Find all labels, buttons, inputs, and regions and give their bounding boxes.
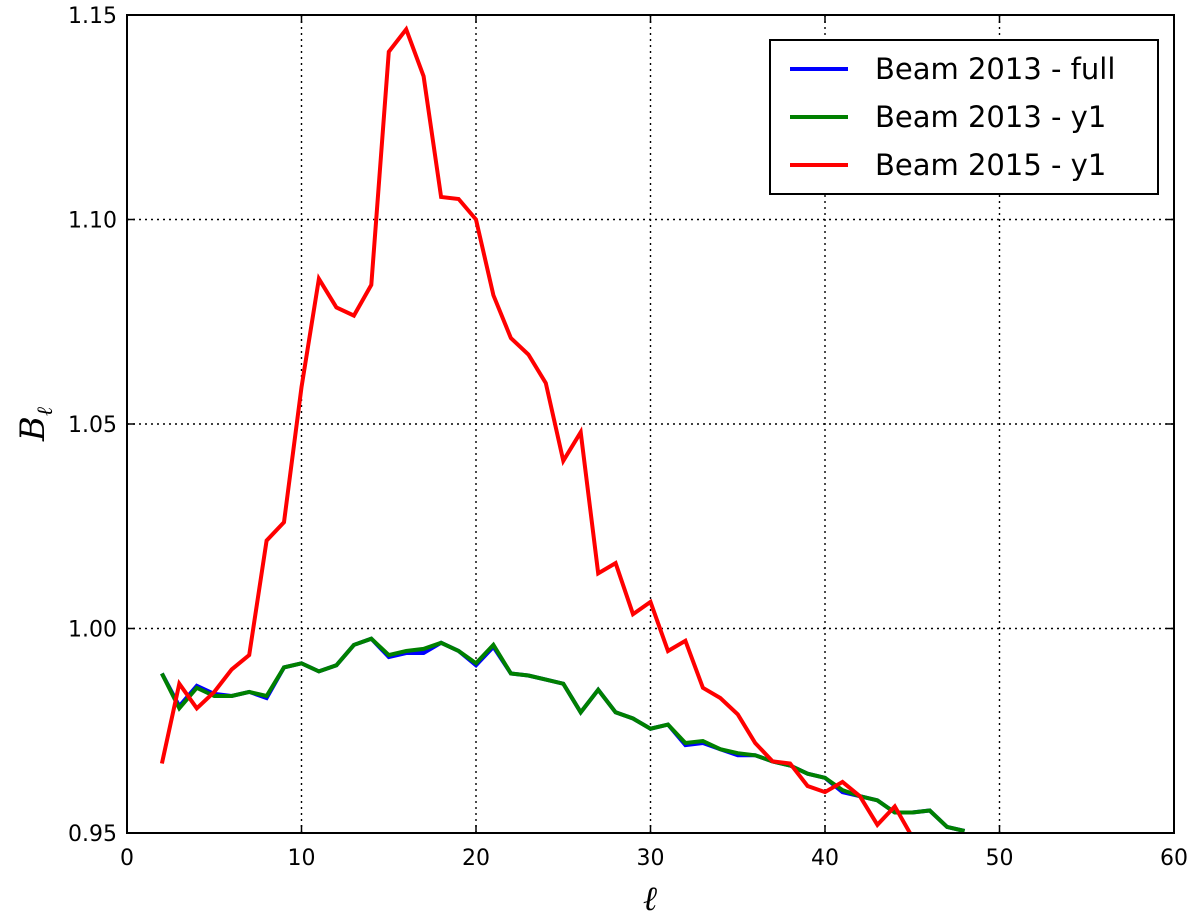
y-axis-label: B bbox=[13, 416, 53, 442]
y-tick-label: 1.15 bbox=[68, 4, 117, 29]
y-tick-label: 1.10 bbox=[68, 209, 117, 234]
y-tick-label: 0.95 bbox=[68, 822, 117, 847]
y-tick-label: 1.05 bbox=[68, 413, 117, 438]
legend-label-3: Beam 2015 - y1 bbox=[875, 148, 1106, 182]
legend-label-2: Beam 2013 - y1 bbox=[875, 100, 1106, 134]
x-tick-label: 60 bbox=[1160, 846, 1188, 871]
y-tick-label: 1.00 bbox=[68, 618, 117, 643]
x-tick-label: 50 bbox=[986, 846, 1014, 871]
x-axis-label: ℓ bbox=[643, 879, 657, 919]
y-axis-label-group: Bℓ bbox=[13, 406, 58, 442]
series-line-3 bbox=[159, 25, 913, 833]
y-axis-label-subscript: ℓ bbox=[33, 406, 58, 416]
x-tick-label: 40 bbox=[811, 846, 839, 871]
series-line-2 bbox=[160, 636, 966, 833]
svg-text:Bℓ: Bℓ bbox=[13, 406, 58, 442]
legend: Beam 2013 - full Beam 2013 - y1 Beam 2015 … bbox=[769, 39, 1159, 195]
grid-lines bbox=[127, 15, 1174, 833]
x-tick-label: 0 bbox=[120, 846, 134, 871]
y-tick-labels: 0.95 1.00 1.05 1.10 1.15 bbox=[68, 4, 117, 847]
legend-entries: Beam 2013 - full Beam 2013 - y1 Beam 2015 … bbox=[790, 52, 1115, 182]
series-lines bbox=[159, 25, 966, 833]
x-tick-label: 30 bbox=[637, 846, 665, 871]
legend-label-1: Beam 2013 - full bbox=[875, 52, 1115, 86]
x-tick-label: 20 bbox=[462, 846, 490, 871]
x-tick-label: 10 bbox=[288, 846, 316, 871]
x-tick-labels: 0 10 20 30 40 50 60 bbox=[120, 846, 1188, 871]
axis-ticks bbox=[126, 14, 1175, 834]
